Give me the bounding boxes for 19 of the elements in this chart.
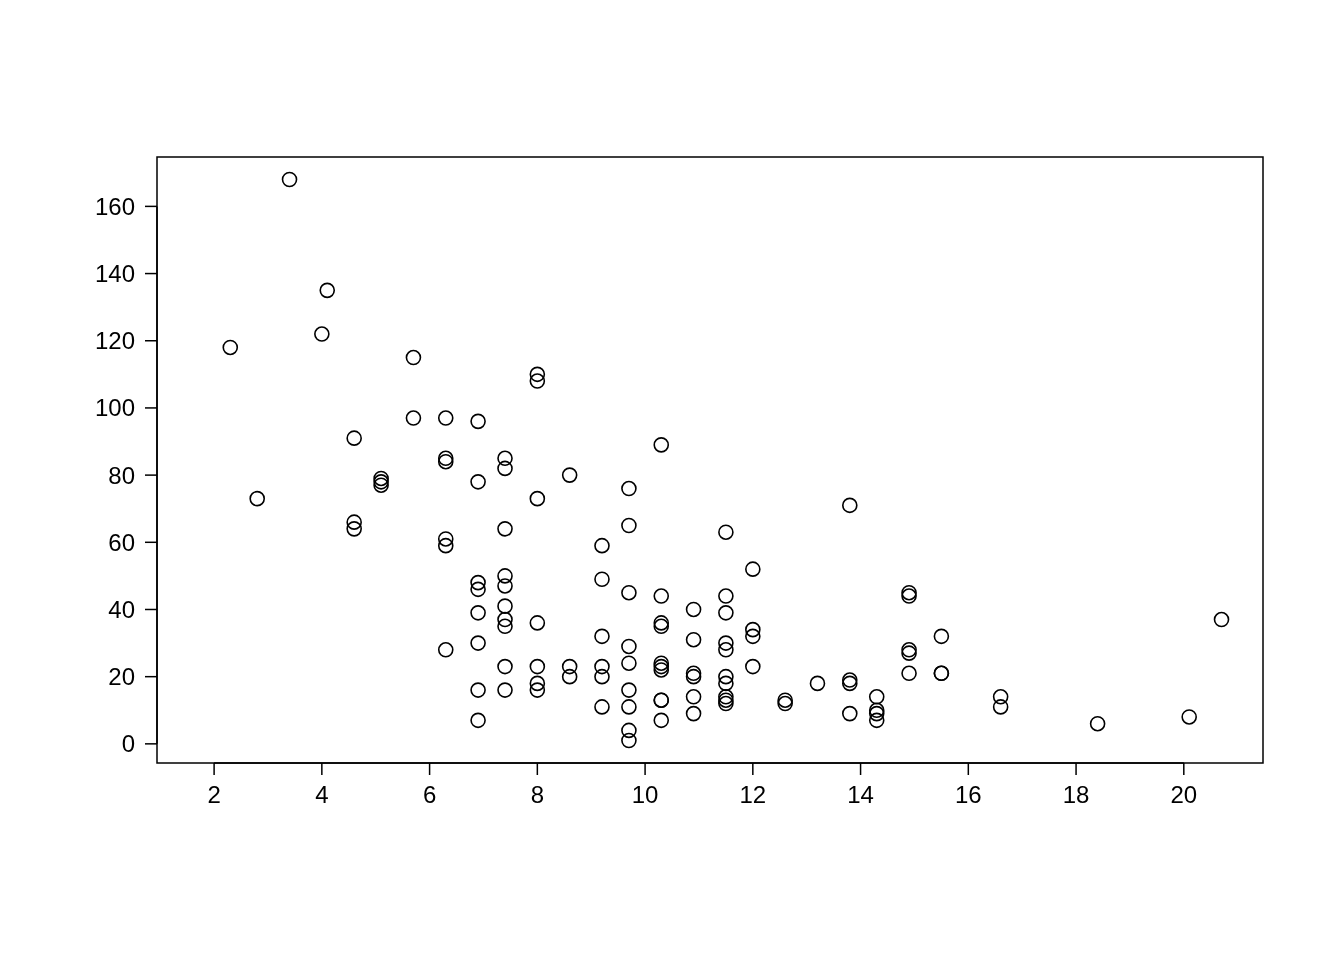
y-tick-label: 0 bbox=[121, 730, 135, 758]
y-tick-label: 120 bbox=[94, 327, 135, 355]
y-tick-label: 60 bbox=[108, 528, 135, 556]
x-tick-label: 18 bbox=[1062, 781, 1090, 808]
x-tick-label: 6 bbox=[422, 781, 437, 808]
x-tick-label: 2 bbox=[207, 781, 221, 808]
x-tick-label: 20 bbox=[1170, 781, 1198, 808]
x-tick-label: 14 bbox=[847, 781, 874, 808]
x-tick-label: 4 bbox=[315, 781, 329, 808]
y-tick-label: 160 bbox=[94, 192, 135, 220]
x-tick-label: 16 bbox=[954, 781, 982, 808]
x-tick-label: 8 bbox=[530, 781, 545, 808]
x-tick-label: 12 bbox=[739, 781, 767, 808]
x-tick-label: 10 bbox=[631, 781, 659, 808]
y-tick-label: 40 bbox=[108, 595, 135, 623]
y-tick-label: 140 bbox=[94, 259, 135, 287]
y-tick-label: 20 bbox=[108, 663, 135, 691]
y-tick-label: 80 bbox=[108, 461, 135, 489]
y-tick-label: 100 bbox=[94, 394, 135, 422]
